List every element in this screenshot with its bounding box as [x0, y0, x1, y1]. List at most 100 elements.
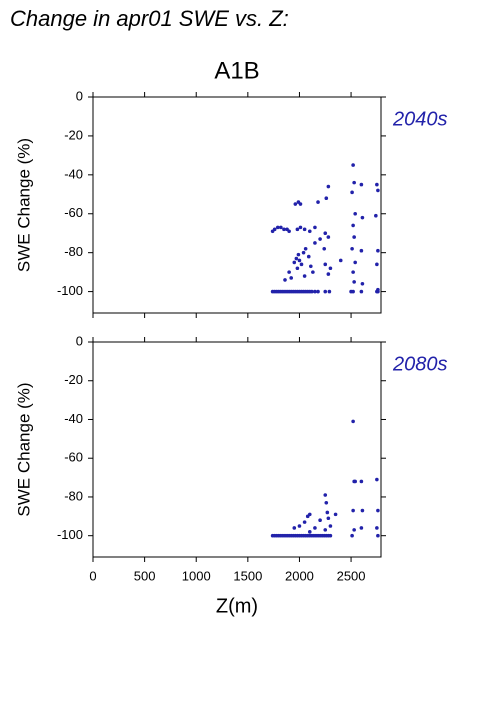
point	[351, 163, 355, 167]
point	[350, 246, 354, 251]
point	[351, 270, 355, 274]
point	[307, 512, 312, 517]
point	[360, 282, 365, 286]
x-tick-label: 0	[89, 568, 96, 583]
point	[325, 510, 330, 515]
point	[326, 516, 331, 521]
y-tick-label: -100	[57, 527, 83, 542]
point	[350, 190, 354, 195]
point	[333, 512, 338, 517]
point	[283, 278, 287, 282]
point	[328, 266, 333, 271]
point	[306, 254, 311, 259]
point	[296, 252, 301, 257]
point	[316, 200, 320, 204]
point	[375, 477, 379, 482]
point	[359, 289, 364, 294]
point	[302, 227, 307, 232]
point	[310, 289, 314, 294]
point	[289, 276, 293, 280]
point	[294, 256, 299, 261]
point	[374, 213, 378, 218]
point	[318, 237, 322, 241]
point	[350, 533, 354, 538]
point	[326, 272, 331, 276]
page-title: Change in apr01 SWE vs. Z:	[10, 6, 289, 31]
x-axis-label: Z(m)	[216, 595, 258, 617]
point	[322, 246, 327, 251]
x-tick-label: 1000	[182, 568, 211, 583]
point	[295, 266, 300, 271]
point	[301, 250, 306, 255]
point	[351, 508, 355, 513]
y-tick-label: -80	[64, 244, 83, 259]
point	[292, 526, 297, 530]
y-tick-label: -60	[64, 205, 83, 220]
point	[359, 479, 364, 484]
point	[351, 289, 355, 294]
point	[353, 479, 357, 484]
point	[324, 196, 329, 200]
point	[360, 215, 365, 220]
point	[309, 264, 313, 269]
point	[297, 258, 302, 263]
point	[375, 526, 379, 530]
point	[313, 289, 317, 294]
point	[302, 274, 307, 278]
point	[326, 184, 331, 189]
point	[376, 287, 380, 292]
plot-frame	[92, 96, 382, 314]
scenario-title: A1B	[214, 57, 259, 84]
point	[327, 289, 332, 294]
point	[360, 508, 365, 513]
point	[351, 419, 355, 424]
x-tick-label: 500	[134, 568, 156, 583]
period-annotation: 2080s	[392, 353, 448, 375]
point	[323, 493, 328, 497]
y-tick-label: -20	[64, 372, 83, 387]
y-tick-label: -20	[64, 127, 83, 142]
point	[359, 248, 364, 253]
point	[352, 528, 356, 532]
point	[292, 260, 297, 265]
point	[352, 180, 356, 185]
point	[352, 280, 356, 284]
point	[313, 225, 317, 230]
plot-frame	[92, 341, 382, 558]
point	[272, 227, 277, 232]
point	[323, 262, 328, 267]
point	[307, 229, 312, 234]
point	[275, 225, 280, 230]
point	[287, 270, 291, 274]
point	[323, 528, 328, 532]
y-tick-label: -40	[64, 411, 83, 426]
point	[328, 524, 333, 528]
point	[303, 246, 308, 251]
y-tick-label: -40	[64, 166, 83, 181]
y-tick-label: -80	[64, 488, 83, 503]
point	[359, 182, 364, 187]
point	[311, 270, 315, 274]
point	[318, 518, 322, 522]
point	[352, 235, 356, 239]
point	[376, 508, 380, 513]
x-tick-label: 2000	[285, 568, 314, 583]
point	[375, 262, 379, 267]
period-annotation: 2040s	[392, 108, 448, 130]
point	[279, 225, 283, 230]
y-tick-label: 0	[76, 333, 83, 348]
y-tick-label: -60	[64, 450, 83, 465]
point	[302, 520, 307, 524]
point	[307, 530, 312, 534]
point	[376, 248, 380, 253]
point	[323, 289, 328, 294]
point	[299, 262, 304, 267]
point	[353, 211, 357, 216]
y-axis-label: SWE Change (%)	[14, 382, 33, 516]
point	[293, 202, 298, 206]
point	[298, 202, 303, 206]
point	[313, 526, 317, 530]
x-tick-label: 2500	[337, 568, 366, 583]
point	[328, 533, 333, 538]
